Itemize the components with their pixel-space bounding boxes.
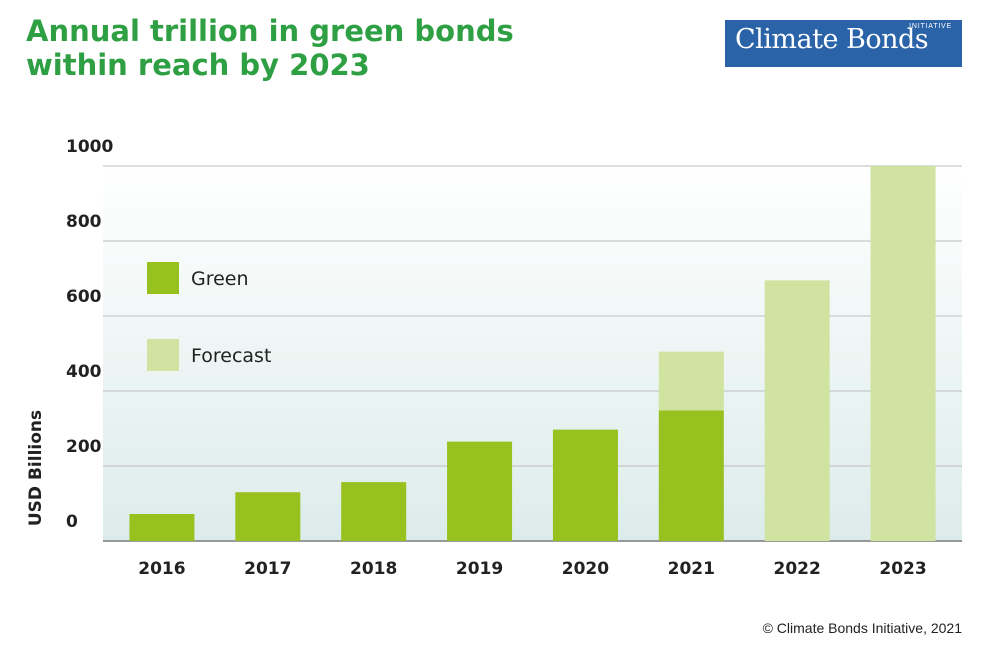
bar-green-2019 xyxy=(447,441,513,541)
logo-subtext: INITIATIVE xyxy=(909,23,952,30)
legend-swatch-green xyxy=(147,262,179,294)
x-tick-label: 2023 xyxy=(879,559,926,579)
x-tick-label: 2019 xyxy=(456,559,503,579)
bar-green-2020 xyxy=(552,429,618,541)
x-tick-label: 2022 xyxy=(774,559,821,579)
x-tick-label: 2016 xyxy=(138,559,185,579)
bar-green-2018 xyxy=(341,482,407,541)
x-tick-label: 2021 xyxy=(668,559,715,579)
climate-bonds-logo: Climate Bonds INITIATIVE xyxy=(725,20,962,67)
x-tick-label: 2018 xyxy=(350,559,397,579)
bar-forecast-2023 xyxy=(870,166,936,541)
legend: Green Forecast xyxy=(147,262,271,371)
x-tick-label: 2020 xyxy=(562,559,609,579)
copyright-notice: © Climate Bonds Initiative, 2021 xyxy=(762,620,962,636)
y-tick-label: 1000 xyxy=(66,137,113,157)
logo-wordmark: Climate Bonds xyxy=(735,24,929,55)
y-tick-label: 400 xyxy=(66,362,102,382)
title-line-1: Annual trillion in green bonds xyxy=(26,14,514,48)
y-tick-labels: 0 200 400 600 800 1000 xyxy=(66,137,113,532)
x-tick-labels: 2016 2017 2018 2019 2020 2021 2022 2023 xyxy=(138,559,926,579)
legend-label-forecast: Forecast xyxy=(191,345,271,367)
y-tick-label: 600 xyxy=(66,287,102,307)
y-tick-label: 800 xyxy=(66,212,102,232)
bar-green-2017 xyxy=(235,492,301,541)
title-line-2: within reach by 2023 xyxy=(26,48,370,82)
bar-forecast-2022 xyxy=(764,280,830,541)
bar-green-2016 xyxy=(129,514,195,541)
x-tick-label: 2017 xyxy=(244,559,291,579)
legend-swatch-forecast xyxy=(147,339,179,371)
chart-title: Annual trillion in green bonds within re… xyxy=(26,14,546,82)
bars xyxy=(129,166,936,541)
legend-label-green: Green xyxy=(191,268,249,290)
y-tick-label: 200 xyxy=(66,437,102,457)
y-axis-label: USD Billions xyxy=(26,410,46,526)
bar-forecast-2021 xyxy=(658,351,724,411)
y-tick-label: 0 xyxy=(66,512,78,532)
bar-green-2021 xyxy=(658,410,724,541)
